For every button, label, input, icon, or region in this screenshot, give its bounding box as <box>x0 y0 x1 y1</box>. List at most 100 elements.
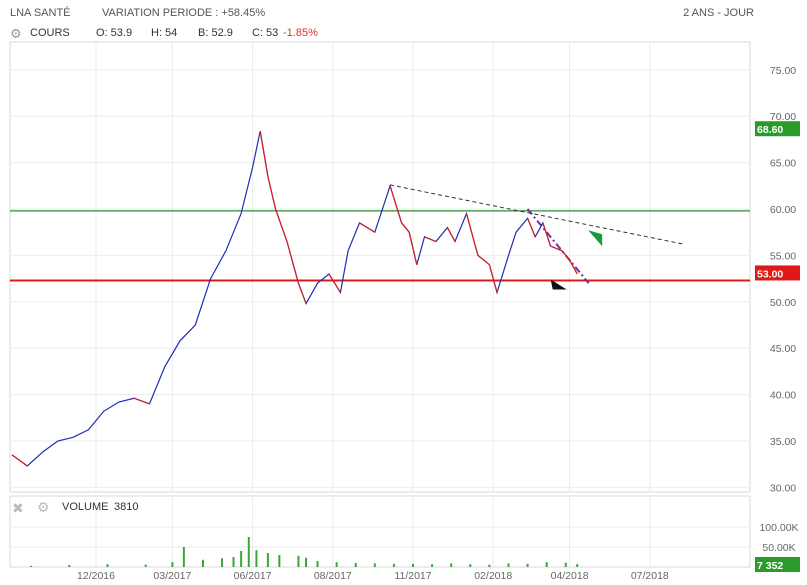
arrow-down-icon <box>550 279 567 290</box>
volume-value: 3810 <box>114 501 139 513</box>
price-tick-label: 55.00 <box>770 250 796 262</box>
price-badges: 68.60 53.00 7 352 <box>755 121 800 572</box>
volume-bar <box>68 565 71 567</box>
volume-bar <box>507 563 510 567</box>
volume-bar <box>182 547 185 567</box>
volume-bar <box>450 563 453 567</box>
price-tick-label: 50.00 <box>770 297 796 309</box>
high-value: H: 54 <box>151 27 178 39</box>
time-tick-label: 02/2018 <box>474 570 512 582</box>
price-line-segment-down <box>274 208 288 242</box>
price-line-segment-down <box>408 232 418 265</box>
volume-bar <box>545 562 548 567</box>
volume-label: VOLUME <box>62 501 109 513</box>
period-variation: VARIATION PERIODE : +58.45% <box>102 7 266 19</box>
volume-bar <box>255 550 258 567</box>
price-line-segment-down <box>465 213 479 256</box>
volume-bar <box>240 551 243 567</box>
time-tick-label: 07/2018 <box>631 570 669 582</box>
price-line-segment-down <box>446 227 456 242</box>
price-line-segment-down <box>477 254 490 266</box>
price-line <box>11 130 578 467</box>
arrow-up-icon <box>588 230 603 247</box>
price-panel-frame <box>9 41 751 493</box>
price-tick-label: 30.00 <box>770 482 796 494</box>
settings-icon[interactable]: ⚙ <box>10 26 22 41</box>
price-series <box>11 130 578 467</box>
volume-bar <box>30 565 33 567</box>
price-tick-label: 35.00 <box>770 436 796 448</box>
volume-tick-label: 50.00K <box>762 542 795 554</box>
volume-bar <box>305 557 308 567</box>
volume-bar <box>232 557 235 567</box>
latest-price-badge: 68.60 <box>755 121 800 137</box>
volume-bar <box>247 537 250 567</box>
low-value: B: 52.9 <box>198 27 233 39</box>
price-line-segment-down <box>134 397 150 405</box>
volume-bar <box>297 555 300 567</box>
price-tick-label: 60.00 <box>770 204 796 216</box>
last-volume-badge-text: 7 352 <box>757 560 783 572</box>
volume-bar <box>171 562 174 567</box>
price-line-segment-down <box>550 245 563 252</box>
axes: 30.00 35.00 40.00 45.00 50.00 55.00 60.00 65.00… <box>77 65 799 582</box>
close-panel-icon[interactable]: ✖ <box>12 500 24 516</box>
price-tick-label: 70.00 <box>770 111 796 123</box>
volume-bar <box>392 563 395 567</box>
volume-tick-label: 100.00K <box>759 522 798 534</box>
price-line-segment-down <box>259 130 269 177</box>
time-tick-label: 08/2017 <box>314 570 352 582</box>
price-line-segment-down <box>527 218 536 238</box>
price-line-segment-down <box>401 222 410 233</box>
price-line-segment-down <box>488 264 498 293</box>
last-close-badge-bg <box>755 265 800 281</box>
volume-bar <box>431 564 434 567</box>
volume-bar <box>221 558 224 567</box>
latest-price-badge-text: 68.60 <box>757 124 783 136</box>
close-value: C: 53 <box>252 27 279 39</box>
price-tick-label: 75.00 <box>770 65 796 77</box>
change-value: -1.85% <box>283 27 318 39</box>
last-volume-badge-bg <box>755 557 800 572</box>
price-line-segment-down <box>569 259 578 275</box>
time-tick-label: 06/2017 <box>234 570 272 582</box>
price-line-segment-down <box>359 222 376 233</box>
volume-bar <box>526 563 529 567</box>
volume-bar <box>488 564 491 567</box>
price-line-segment-down <box>11 454 28 467</box>
volume-bar <box>316 561 319 567</box>
price-series-label: COURS <box>30 27 70 39</box>
last-close-badge-text: 53.00 <box>757 268 783 280</box>
volume-bar <box>576 564 579 567</box>
time-tick-label: 03/2017 <box>153 570 191 582</box>
time-tick-label: 12/2016 <box>77 570 115 582</box>
volume-bar <box>278 555 281 567</box>
trend-lines <box>10 184 750 290</box>
wedge-trend-line <box>526 208 590 284</box>
price-line-segment-down <box>267 176 277 210</box>
time-tick-label: 11/2017 <box>394 570 431 582</box>
volume-panel-frame <box>9 495 751 568</box>
volume-bar <box>266 553 269 567</box>
quote-info-bar: ⚙ COURS O: 53.9 H: 54 B: 52.9 C: 53 -1.8… <box>0 22 750 42</box>
volume-bar <box>564 562 567 567</box>
price-line-segment-down <box>389 185 403 224</box>
price-line-segment-down <box>542 222 552 247</box>
last-close-badge: 53.00 <box>755 265 800 281</box>
volume-bars <box>30 537 579 567</box>
price-line-segment-down <box>561 250 571 261</box>
volume-bar <box>469 564 472 567</box>
volume-bar <box>106 564 109 567</box>
volume-bar <box>201 559 204 567</box>
latest-price-badge-bg <box>755 121 800 137</box>
chart-header: LNA SANTÉ VARIATION PERIODE : +58.45% 2 … <box>0 0 807 22</box>
volume-bar <box>144 564 147 567</box>
period-selector[interactable]: 2 ANS - JOUR <box>683 7 754 19</box>
settings-icon[interactable]: ⚙ <box>37 499 50 515</box>
downtrend-line <box>389 184 685 245</box>
volume-bar <box>335 562 338 567</box>
chart-grid <box>9 41 751 568</box>
price-line-segment-down <box>328 273 341 293</box>
volume-bar <box>354 563 357 567</box>
